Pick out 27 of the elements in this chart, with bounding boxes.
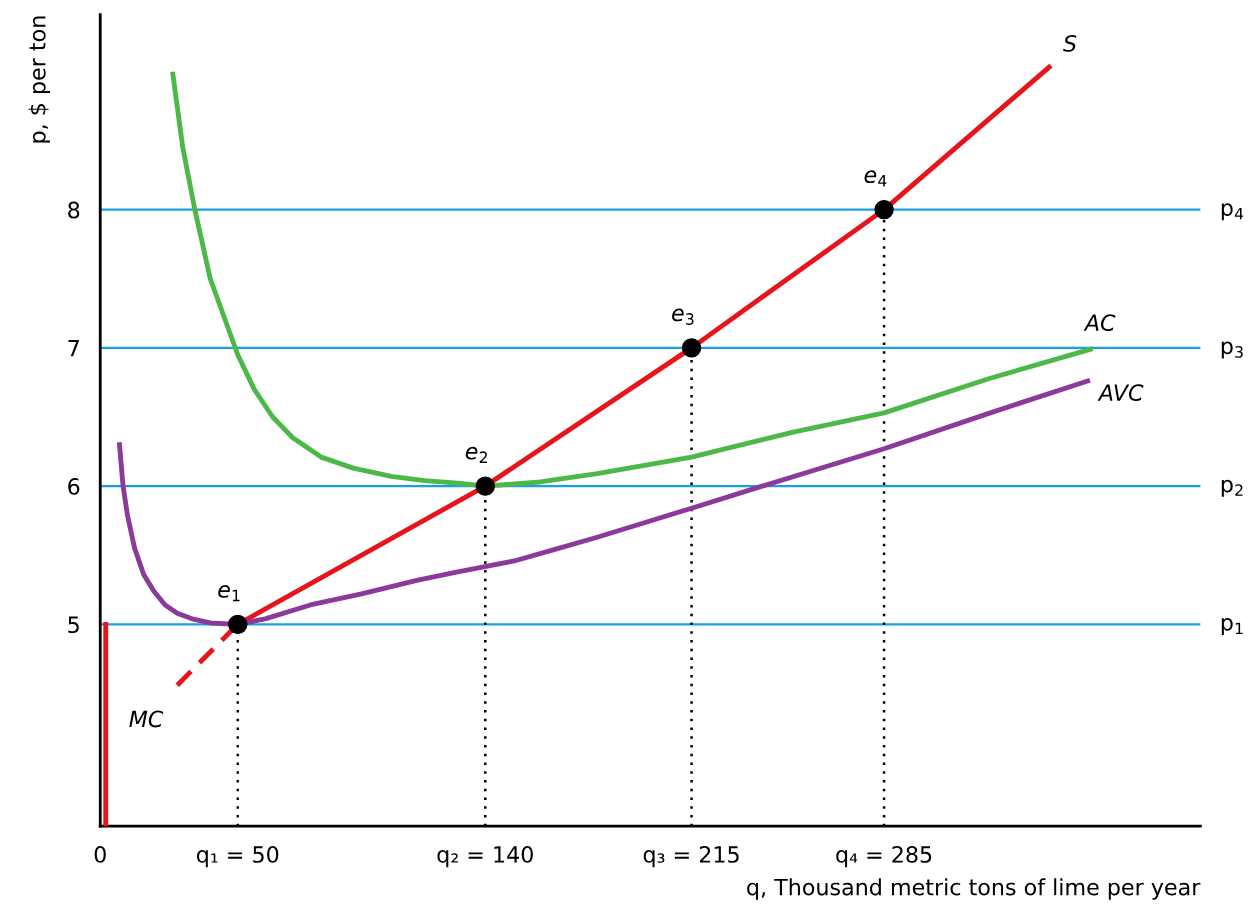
ref-line-label: p$_{3}$ — [1221, 341, 1243, 359]
x-tick-label: q₃ = 215 — [643, 846, 739, 868]
ref-line-label: p$_{2}$ — [1221, 479, 1243, 497]
ref-line-label: p$_{1}$ — [1221, 617, 1243, 636]
annotation: S — [1063, 35, 1077, 52]
annotation: MC — [129, 710, 164, 728]
annotation: e$_{1}$ — [218, 585, 240, 602]
point — [228, 614, 248, 635]
annotation: e$_{2}$ — [465, 446, 487, 463]
x-tick-label: q₂ = 140 — [437, 846, 533, 868]
point — [475, 476, 496, 496]
y-tick-label: 6 — [68, 478, 80, 495]
y-tick-label: 5 — [68, 616, 79, 634]
y-tick-label: 8 — [68, 201, 80, 219]
ref-line-label: p$_{4}$ — [1221, 203, 1244, 221]
point — [681, 338, 702, 358]
point — [874, 199, 894, 220]
x-axis-title: q, Thousand metric tons of lime per year — [747, 878, 1201, 900]
y-tick-label: 7 — [68, 340, 79, 357]
annotation: e$_{3}$ — [672, 308, 694, 325]
y-axis-title: p, $ per ton — [28, 16, 50, 143]
annotation: e$_{4}$ — [864, 170, 887, 187]
annotation: AC — [1083, 314, 1116, 332]
annotation: AVC — [1097, 384, 1144, 402]
x-tick-label: q₄ = 285 — [836, 846, 932, 868]
x-tick-label: q₁ = 50 — [196, 846, 279, 868]
x-tick-label: 0 — [94, 846, 106, 863]
